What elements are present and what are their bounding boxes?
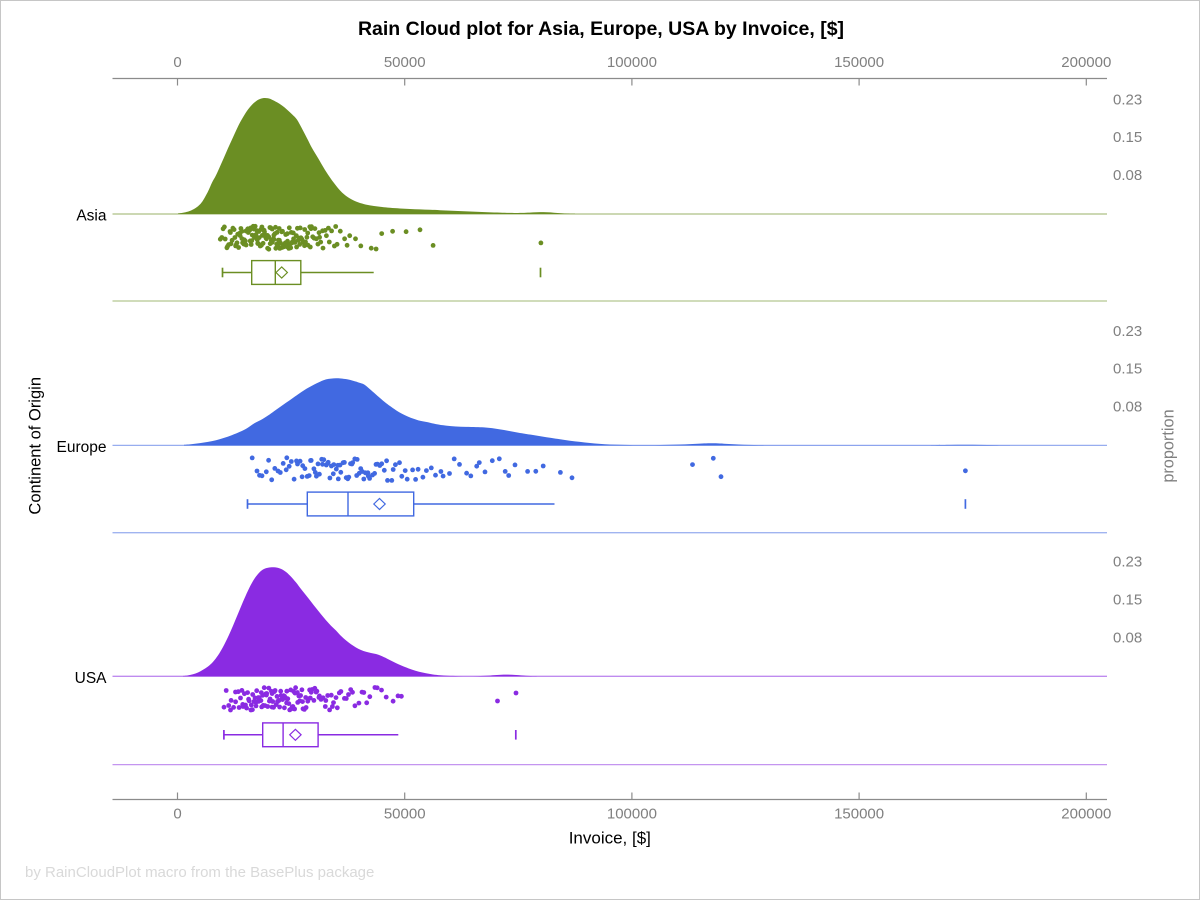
svg-text:0.15: 0.15 bbox=[1113, 591, 1142, 608]
svg-text:150000: 150000 bbox=[834, 54, 884, 71]
svg-text:Invoice, [$]: Invoice, [$] bbox=[569, 829, 651, 848]
svg-text:Europe: Europe bbox=[57, 439, 107, 456]
svg-text:by RainCloudPlot macro from th: by RainCloudPlot macro from the BasePlus… bbox=[25, 864, 374, 881]
svg-text:0.23: 0.23 bbox=[1113, 91, 1142, 108]
svg-text:0.15: 0.15 bbox=[1113, 129, 1142, 146]
svg-text:0: 0 bbox=[173, 806, 181, 823]
svg-text:150000: 150000 bbox=[834, 806, 884, 823]
svg-text:0.08: 0.08 bbox=[1113, 399, 1142, 416]
svg-text:50000: 50000 bbox=[384, 806, 426, 823]
svg-text:USA: USA bbox=[75, 670, 108, 687]
svg-text:200000: 200000 bbox=[1061, 806, 1111, 823]
svg-text:Asia: Asia bbox=[76, 208, 107, 225]
svg-text:50000: 50000 bbox=[384, 54, 426, 71]
svg-text:100000: 100000 bbox=[607, 54, 657, 71]
svg-text:proportion: proportion bbox=[1160, 409, 1178, 482]
svg-text:Continent of Origin: Continent of Origin bbox=[27, 377, 45, 515]
svg-text:100000: 100000 bbox=[607, 806, 657, 823]
svg-text:0.23: 0.23 bbox=[1113, 323, 1142, 340]
svg-text:200000: 200000 bbox=[1061, 54, 1111, 71]
svg-text:0: 0 bbox=[173, 54, 181, 71]
svg-text:Rain Cloud plot for Asia, Euro: Rain Cloud plot for Asia, Europe, USA by… bbox=[358, 18, 844, 40]
svg-text:0.08: 0.08 bbox=[1113, 629, 1142, 646]
svg-text:0.08: 0.08 bbox=[1113, 167, 1142, 184]
svg-text:0.15: 0.15 bbox=[1113, 361, 1142, 378]
svg-text:0.23: 0.23 bbox=[1113, 554, 1142, 571]
